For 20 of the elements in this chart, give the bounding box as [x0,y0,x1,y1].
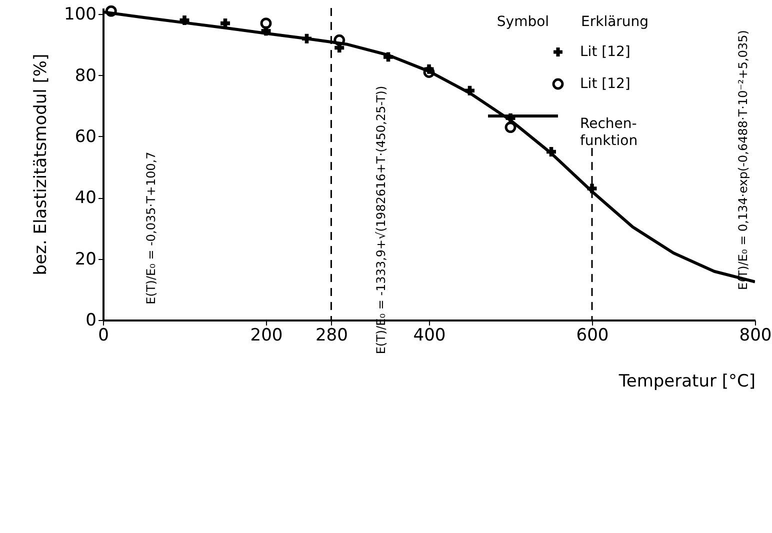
annotation: E(T)/E₀ = -0,035·T+100,7 [144,152,158,304]
x-tick-label: 400 [413,326,446,346]
x-axis-title: Temperatur [°C] [618,372,756,392]
legend-label: Lit [12] [580,76,630,92]
x-tick-label: 200 [250,326,283,346]
x-tick-label: 0 [98,326,109,346]
y-tick-label: 80 [74,66,96,86]
y-tick-label: 60 [74,126,96,147]
y-tick-label: 20 [74,249,96,270]
x-tick-label: 600 [576,326,609,346]
legend-title: Symbol [496,14,550,30]
legend-label: Rechen- funktion [580,116,638,149]
y-tick-label: 0 [86,310,96,330]
y-tick-label: 100 [64,4,96,25]
y-tick-label: 40 [74,188,96,208]
y-axis-title: bez. Elastizitätsmodul [%] [31,54,52,276]
legend-label: Lit [12] [580,44,630,60]
x-tick-label: 280 [315,326,348,346]
x-tick-label: 800 [739,326,772,346]
annotation: Erklärung [581,14,649,30]
